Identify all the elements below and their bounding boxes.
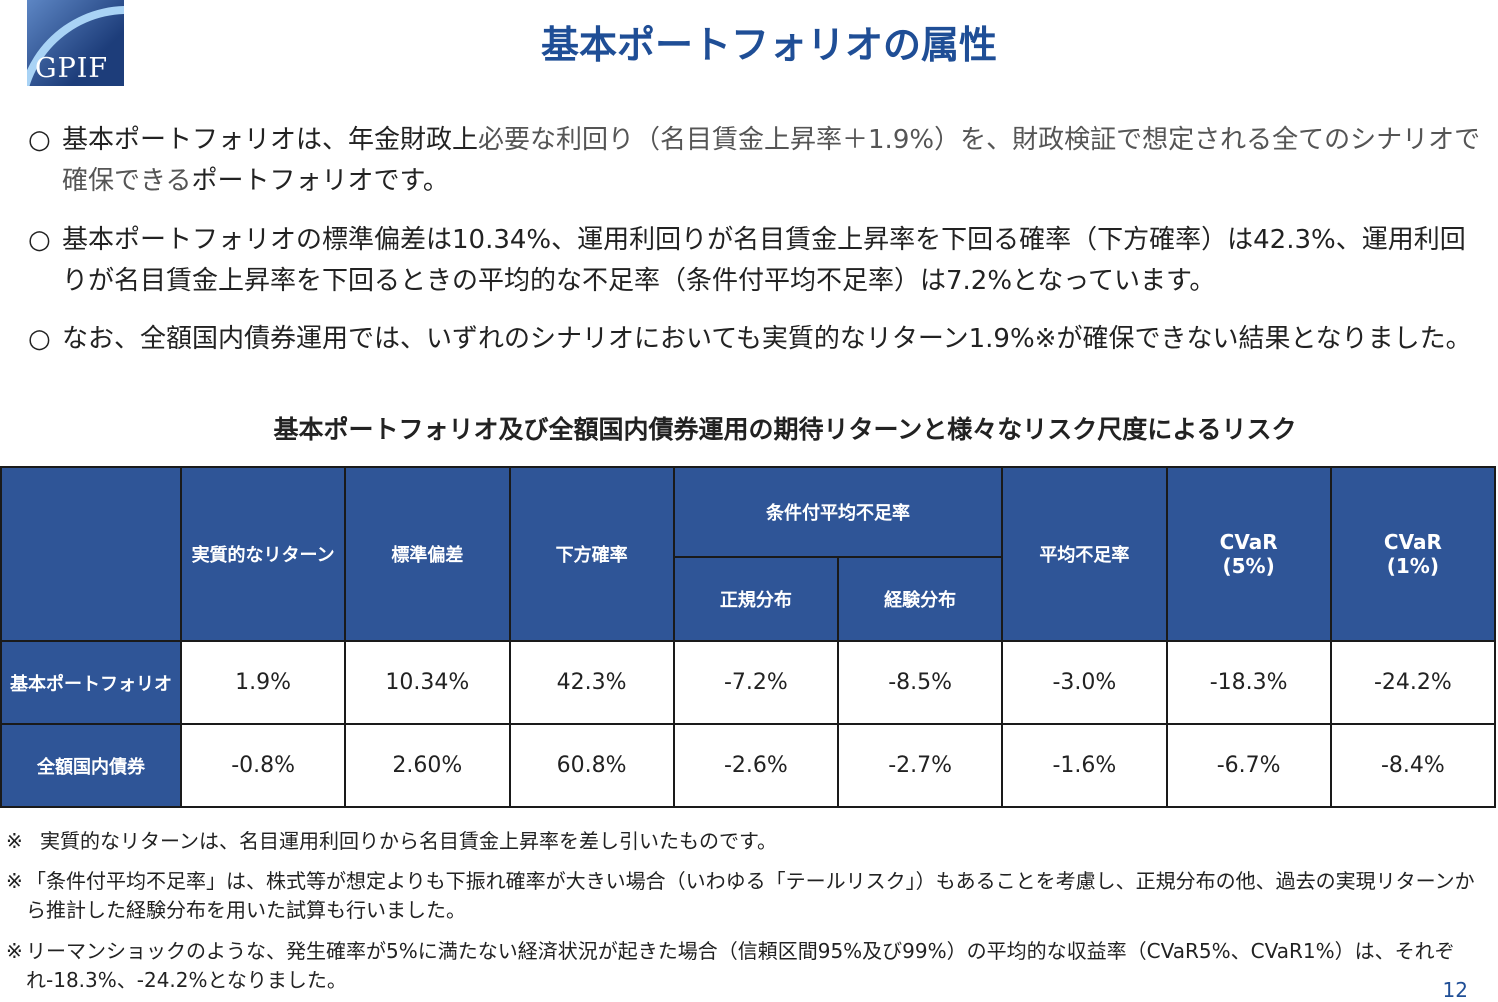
cell: -7.2% xyxy=(672,640,840,725)
header-cvar5: CVaR (5%) xyxy=(1165,466,1332,642)
bullet-mark: ○ xyxy=(28,125,51,155)
cell: -3.0% xyxy=(1001,640,1168,725)
bullet-text: ポートフォリオです。 xyxy=(191,166,449,196)
note-mark: ※ xyxy=(6,829,23,853)
bullet-2: ○ 基本ポートフォリオの標準偏差は10.34%、運用利回りが名目賃金上昇率を下回… xyxy=(28,220,1488,302)
corner-header xyxy=(0,466,182,642)
note-text: 実質的なリターンは、名目運用利回りから名目賃金上昇率を差し引いたものです。 xyxy=(40,829,777,853)
bullet-text: 基本ポートフォリオの標準偏差は10.34%、運用利回りが名目賃金上昇率を下回る確… xyxy=(62,225,1466,296)
note-mark: ※ xyxy=(6,869,23,893)
cell: -24.2% xyxy=(1329,640,1497,725)
bullet-mark: ○ xyxy=(28,225,51,255)
row-header: 基本ポートフォリオ xyxy=(0,640,182,725)
cell: 42.3% xyxy=(508,640,675,725)
table-row: 全額国内債券 -0.8% 2.60% 60.8% -2.6% -2.7% -1.… xyxy=(0,723,1497,808)
table-row: 基本ポートフォリオ 1.9% 10.34% 42.3% -7.2% -8.5% … xyxy=(0,640,1497,725)
cell: -8.4% xyxy=(1329,723,1497,808)
cell: 2.60% xyxy=(344,723,511,808)
header-std: 標準偏差 xyxy=(344,466,511,642)
bullet-text: 基本ポートフォリオは、年金財政上 xyxy=(62,125,479,155)
header-cond: 条件付平均不足率 xyxy=(672,466,1004,558)
footnote-2: ※ 「条件付平均不足率」は、株式等が想定よりも下振れ確率が大きい場合（いわゆる「テ… xyxy=(6,867,1486,925)
header-avg-shortfall: 平均不足率 xyxy=(1001,466,1168,642)
header-real-return: 実質的なリターン xyxy=(179,466,347,642)
cell: -6.7% xyxy=(1165,723,1332,808)
note-text: リーマンショックのような、発生確率が5%に満たない経済状況が起きた場合（信頼区間… xyxy=(26,939,1455,992)
note-text: 「条件付平均不足率」は、株式等が想定よりも下振れ確率が大きい場合（いわゆる「テー… xyxy=(26,869,1475,922)
header-normal: 正規分布 xyxy=(672,556,840,642)
gpif-logo: GPIF xyxy=(27,0,124,86)
header-downside: 下方確率 xyxy=(508,466,675,642)
bullet-1: ○ 基本ポートフォリオは、年金財政上必要な利回り（名目賃金上昇率＋1.9%）を、… xyxy=(28,120,1488,202)
bullet-mark: ○ xyxy=(28,324,51,354)
footnote-3: ※ リーマンショックのような、発生確率が5%に満たない経済状況が起きた場合（信頼区… xyxy=(6,937,1486,995)
cell: -2.6% xyxy=(672,723,840,808)
bullet-text: 必要な利回り（名目賃金上昇率＋1.9%）を、財政検証で想定される全てのシナリオで… xyxy=(62,125,1481,196)
risk-table: 実質的なリターン 標準偏差 下方確率 条件付平均不足率 平均不足率 CVaR (… xyxy=(0,466,1497,808)
page-number: 12 xyxy=(1442,978,1468,1002)
table-caption: 基本ポートフォリオ及び全額国内債券運用の期待リターンと様々なリスク尺度によるリス… xyxy=(273,415,1297,444)
cell: 10.34% xyxy=(344,640,511,725)
cell: 1.9% xyxy=(179,640,347,725)
bullet-text: なお、全額国内債券運用では、いずれのシナリオにおいても実質的なリターン1.9%※… xyxy=(62,324,1472,354)
header-empirical: 経験分布 xyxy=(836,556,1004,642)
page-title: 基本ポートフォリオの属性 xyxy=(540,23,997,67)
cell: -2.7% xyxy=(836,723,1004,808)
bullet-3: ○ なお、全額国内債券運用では、いずれのシナリオにおいても実質的なリターン1.9… xyxy=(28,319,1488,360)
cell: -0.8% xyxy=(179,723,347,808)
cell: -18.3% xyxy=(1165,640,1332,725)
cell: 60.8% xyxy=(508,723,675,808)
row-header: 全額国内債券 xyxy=(0,723,182,808)
cell: -1.6% xyxy=(1001,723,1168,808)
note-mark: ※ xyxy=(6,939,23,963)
cell: -8.5% xyxy=(836,640,1004,725)
header-cvar1: CVaR (1%) xyxy=(1329,466,1497,642)
footnote-1: ※ 実質的なリターンは、名目運用利回りから名目賃金上昇率を差し引いたものです。 xyxy=(6,827,1486,856)
